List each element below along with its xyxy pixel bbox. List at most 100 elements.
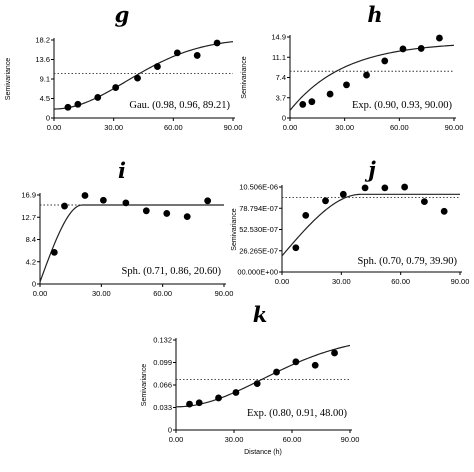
model-parameters-label: Exp. (0.90, 0.93, 90.00) bbox=[352, 100, 453, 111]
model-parameters-label: Sph. (0.70, 0.79, 39.90) bbox=[358, 256, 458, 267]
y-tick-label: 14.9 bbox=[271, 33, 286, 42]
chart-panel-k: k 0.00 30.00 60.00 90.00 0 0.033 0.066 0.099 0.13… bbox=[141, 302, 359, 456]
data-point bbox=[363, 71, 370, 79]
model-parameters-label: Exp. (0.80, 0.91, 48.00) bbox=[247, 408, 348, 419]
y-tick-label: 78.794E-07 bbox=[239, 204, 278, 213]
data-point bbox=[61, 202, 68, 210]
y-tick-label: 0 bbox=[282, 114, 286, 123]
data-point bbox=[112, 84, 120, 91]
data-point bbox=[213, 39, 221, 47]
chart-panel-g: g 0.00 30.00 60.00 90.00 0 4.5 9.1 13.6 18.2 Semiv… bbox=[5, 2, 242, 132]
data-point bbox=[232, 389, 240, 396]
y-tick-label: 16.9 bbox=[21, 191, 36, 200]
chart-panel-h: h 0.00 30.00 60.00 90.00 0 3.7 7.4 11.1 14.9 Semiv… bbox=[241, 2, 463, 132]
data-point bbox=[322, 197, 329, 205]
x-tick-label: 30.00 bbox=[332, 277, 351, 286]
y-tick-label: 10.506E-06 bbox=[239, 183, 278, 192]
y-tick-label: 3.7 bbox=[276, 93, 286, 102]
y-axis-title: Semivariance bbox=[241, 56, 248, 99]
y-tick-label: 0 bbox=[168, 426, 172, 435]
data-point bbox=[417, 45, 425, 52]
x-tick-label: 90.00 bbox=[341, 435, 360, 444]
y-tick-label: 00.000E+00 bbox=[237, 268, 278, 277]
data-point bbox=[195, 399, 203, 407]
x-tick-label: 60.00 bbox=[164, 123, 183, 132]
data-point bbox=[440, 207, 448, 215]
y-tick-label: 12.7 bbox=[21, 213, 36, 222]
data-point bbox=[173, 49, 181, 57]
data-point bbox=[436, 34, 443, 42]
x-tick-label: 0.00 bbox=[47, 123, 62, 132]
data-point bbox=[193, 52, 201, 59]
data-point bbox=[142, 207, 150, 215]
data-point bbox=[381, 184, 389, 192]
data-point bbox=[302, 211, 310, 219]
panel-letter: i bbox=[118, 158, 126, 183]
data-point bbox=[81, 192, 89, 199]
data-point bbox=[94, 94, 102, 101]
y-tick-label: 18.2 bbox=[35, 36, 50, 45]
x-tick-label: 0.00 bbox=[275, 277, 290, 286]
y-tick-label: 11.1 bbox=[272, 53, 286, 62]
panel-letter: j bbox=[364, 157, 376, 182]
data-point bbox=[186, 400, 193, 408]
x-tick-label: 0.00 bbox=[33, 289, 48, 298]
x-tick-label: 90.00 bbox=[224, 123, 243, 132]
x-tick-label: 90.00 bbox=[445, 123, 464, 132]
data-point bbox=[361, 184, 369, 192]
x-tick-label: 60.00 bbox=[283, 435, 302, 444]
data-point bbox=[399, 45, 407, 53]
data-point bbox=[154, 63, 161, 70]
y-tick-label: 8.4 bbox=[26, 235, 36, 244]
data-point bbox=[326, 90, 334, 98]
model-curve bbox=[175, 344, 351, 408]
y-tick-label: 52.530E-07 bbox=[239, 225, 278, 234]
data-point bbox=[331, 349, 338, 357]
x-tick-label: 90.00 bbox=[451, 277, 470, 286]
x-tick-label: 30.00 bbox=[104, 123, 123, 132]
model-curve bbox=[39, 204, 224, 283]
data-point bbox=[292, 244, 300, 252]
x-tick-label: 30.00 bbox=[335, 123, 354, 132]
y-tick-label: 0.066 bbox=[153, 381, 172, 390]
panel-letter: h bbox=[367, 2, 382, 27]
data-point bbox=[299, 101, 307, 108]
y-tick-label: 0.132 bbox=[153, 336, 172, 345]
data-point bbox=[311, 361, 319, 369]
y-tick-label: 13.6 bbox=[35, 55, 50, 64]
panel-letter: k bbox=[253, 302, 268, 327]
data-point bbox=[183, 213, 191, 220]
y-tick-label: 4.2 bbox=[26, 257, 36, 266]
data-point bbox=[343, 81, 350, 89]
y-axis-title: Semivariance bbox=[141, 364, 148, 407]
y-tick-label: 9.1 bbox=[40, 75, 50, 84]
y-tick-label: 0 bbox=[46, 114, 50, 123]
data-point bbox=[122, 199, 130, 207]
data-point bbox=[421, 198, 428, 206]
data-point bbox=[273, 368, 280, 376]
x-axis-title: Distance (h) bbox=[244, 449, 282, 456]
y-tick-label: 7.4 bbox=[276, 73, 286, 82]
x-tick-label: 60.00 bbox=[390, 123, 409, 132]
panel-letter: g bbox=[115, 2, 130, 27]
x-tick-label: 90.00 bbox=[215, 289, 234, 298]
y-tick-label: 0.099 bbox=[153, 358, 172, 367]
model-curve bbox=[53, 41, 234, 110]
data-point bbox=[163, 210, 171, 217]
model-parameters-label: Gau. (0.98, 0.96, 89.21) bbox=[129, 100, 230, 111]
data-point bbox=[215, 394, 222, 402]
data-point bbox=[50, 249, 58, 256]
data-point bbox=[308, 98, 316, 106]
y-tick-label: 4.5 bbox=[40, 94, 50, 103]
data-point bbox=[134, 74, 141, 82]
data-point bbox=[99, 196, 107, 204]
data-point bbox=[74, 100, 82, 108]
model-curve bbox=[281, 193, 460, 257]
x-tick-label: 0.00 bbox=[283, 123, 298, 132]
y-tick-label: 0 bbox=[32, 280, 36, 289]
x-tick-label: 60.00 bbox=[153, 289, 172, 298]
data-point bbox=[339, 190, 347, 198]
data-point bbox=[204, 197, 212, 205]
x-tick-label: 60.00 bbox=[391, 277, 410, 286]
